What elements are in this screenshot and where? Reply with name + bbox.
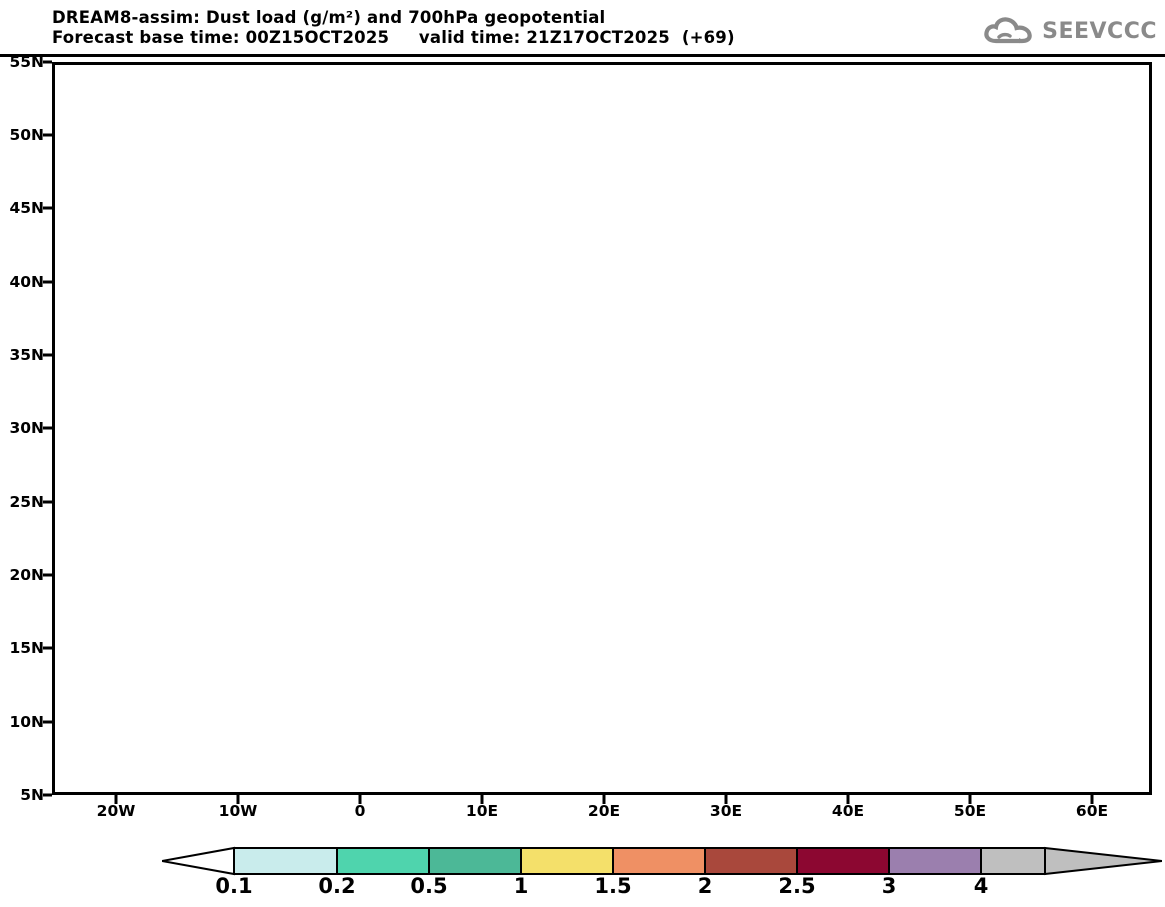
- colorbar-tick-0.2: 0.2: [318, 874, 356, 898]
- colorbar-tick-labels: 0.1 0.2 0.5 1 1.5 2 2.5 3 4: [162, 874, 1162, 906]
- y-tick-label-5n: 5N: [20, 786, 44, 804]
- colorbar-tick-0.1: 0.1: [215, 874, 253, 898]
- colorbar-tick-0.5: 0.5: [410, 874, 448, 898]
- colorbar-tick-2.5: 2.5: [778, 874, 816, 898]
- y-tick-label-55n: 55N: [9, 53, 44, 71]
- colorbar-cell-4: [980, 847, 1046, 875]
- y-tick-label-20n: 20N: [9, 566, 44, 584]
- y-tick-label-35n: 35N: [9, 346, 44, 364]
- y-tick-mark: [43, 720, 52, 724]
- title-line-2: Forecast base time: 00Z15OCT2025 valid t…: [52, 28, 735, 47]
- x-tick-label-0: 0: [354, 802, 366, 820]
- x-tick-label-10e: 10E: [465, 802, 499, 820]
- y-tick-mark: [43, 353, 52, 357]
- x-tick-label-50e: 50E: [953, 802, 987, 820]
- x-tick-mark: [846, 795, 850, 804]
- y-tick-label-45n: 45N: [9, 199, 44, 217]
- colorbar-swatches: [161, 846, 1163, 876]
- y-tick-label-40n: 40N: [9, 273, 44, 291]
- colorbar-tick-1.5: 1.5: [594, 874, 632, 898]
- colorbar-under-arrow: [161, 846, 235, 876]
- y-tick-label-50n: 50N: [9, 126, 44, 144]
- x-tick-label-40e: 40E: [831, 802, 865, 820]
- colorbar-cell-0.1: [233, 847, 338, 875]
- x-tick-label-60e: 60E: [1075, 802, 1109, 820]
- colorbar: 0.1 0.2 0.5 1 1.5 2 2.5 3 4: [161, 846, 1163, 906]
- seevccc-logo: SEEVCCC: [983, 16, 1157, 46]
- y-tick-mark: [43, 573, 52, 577]
- y-tick-mark: [43, 646, 52, 650]
- y-tick-mark: [43, 133, 52, 137]
- cloud-icon: [984, 17, 1032, 44]
- x-tick-mark: [724, 795, 728, 804]
- x-tick-mark: [602, 795, 606, 804]
- colorbar-cell-1: [520, 847, 614, 875]
- y-tick-mark: [43, 280, 52, 284]
- title-divider: [0, 54, 1165, 57]
- y-tick-mark: [43, 500, 52, 504]
- y-tick-mark: [43, 426, 52, 430]
- logo-text: SEEVCCC: [1042, 18, 1157, 44]
- y-tick-label-10n: 10N: [9, 713, 44, 731]
- x-tick-mark: [480, 795, 484, 804]
- colorbar-tick-4: 4: [973, 874, 989, 898]
- y-tick-label-30n: 30N: [9, 419, 44, 437]
- x-tick-label-10w: 10W: [218, 802, 258, 820]
- colorbar-cell-0.5: [428, 847, 522, 875]
- x-tick-mark: [1090, 795, 1094, 804]
- colorbar-cell-2: [704, 847, 798, 875]
- title-line-1: DREAM8-assim: Dust load (g/m²) and 700hP…: [52, 8, 606, 27]
- x-tick-label-20w: 20W: [96, 802, 136, 820]
- x-tick-mark: [968, 795, 972, 804]
- y-tick-mark: [43, 206, 52, 210]
- colorbar-tick-1: 1: [513, 874, 529, 898]
- y-tick-label-15n: 15N: [9, 639, 44, 657]
- colorbar-tick-2: 2: [697, 874, 713, 898]
- y-tick-label-25n: 25N: [9, 493, 44, 511]
- x-tick-mark: [236, 795, 240, 804]
- y-tick-mark: [43, 60, 52, 64]
- x-tick-mark: [358, 795, 362, 804]
- colorbar-cell-1.5: [612, 847, 706, 875]
- colorbar-tick-3: 3: [881, 874, 897, 898]
- map-frame: [52, 62, 1152, 795]
- x-tick-label-20e: 20E: [587, 802, 621, 820]
- y-tick-mark: [43, 793, 52, 797]
- x-tick-label-30e: 30E: [709, 802, 743, 820]
- colorbar-cell-2.5: [796, 847, 890, 875]
- x-tick-mark: [114, 795, 118, 804]
- title-block: DREAM8-assim: Dust load (g/m²) and 700hP…: [52, 8, 752, 48]
- colorbar-cell-0.2: [336, 847, 430, 875]
- colorbar-cell-3: [888, 847, 982, 875]
- colorbar-over-arrow: [1044, 846, 1163, 876]
- map-plot-area: 296 296 304 304 312 312 312 312 320 320 …: [9, 53, 1152, 820]
